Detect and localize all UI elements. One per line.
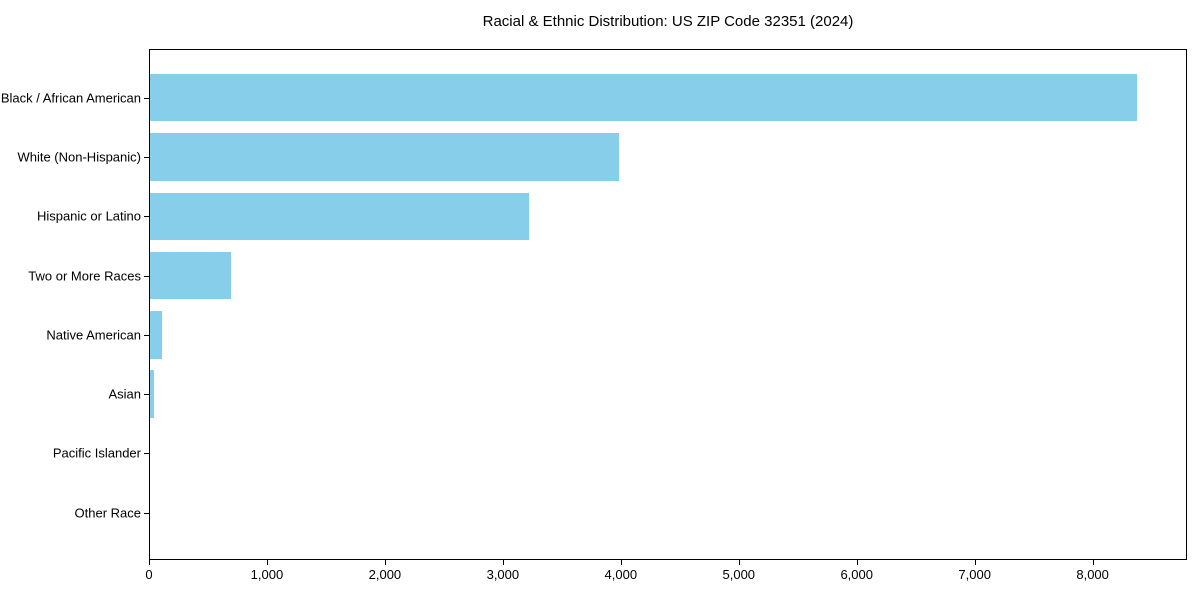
y-axis-label-1: White (Non-Hispanic) [17,149,141,165]
y-axis-label-0: Black / African American [0,90,141,106]
y-tick-mark-0 [144,97,149,99]
y-axis-label-5: Asian [108,386,141,402]
y-tick-mark-1 [144,156,149,158]
x-axis-label-8: 8,000 [1076,567,1109,582]
bar-4 [150,311,163,359]
y-tick-mark-3 [144,275,149,277]
x-axis-label-0: 0 [145,567,153,582]
bar-0 [150,73,1138,122]
chart-title: Racial & Ethnic Distribution: US ZIP Cod… [482,13,854,30]
y-axis-label-7: Other Race [74,505,141,521]
x-tick-mark-2 [384,560,386,565]
y-tick-mark-4 [144,334,149,336]
plot-area [149,49,1187,560]
x-axis-label-4: 4,000 [604,567,638,582]
x-axis-label-6: 6,000 [840,567,873,582]
bar-2 [150,192,529,241]
y-axis-label-4: Native American [46,327,141,343]
x-tick-mark-0 [149,560,150,565]
bar-1 [150,133,619,181]
y-axis-label-2: Hispanic or Latino [36,208,141,224]
y-axis-label-6: Pacific Islander [52,445,141,461]
x-tick-mark-5 [738,560,740,565]
bar-5 [150,370,155,418]
x-axis-label-7: 7,000 [958,567,991,582]
x-tick-mark-3 [502,560,504,565]
x-axis-label-3: 3,000 [486,567,520,582]
bar-3 [150,251,231,300]
y-tick-mark-2 [144,216,149,218]
x-axis-label-1: 1,000 [250,567,284,582]
x-tick-mark-6 [856,560,858,565]
y-tick-mark-5 [144,394,149,396]
x-axis-label-5: 5,000 [722,567,756,582]
x-tick-mark-4 [620,560,622,565]
x-axis-label-2: 2,000 [368,567,402,582]
x-tick-mark-8 [1092,560,1094,565]
y-tick-mark-6 [144,453,149,455]
y-axis-label-3: Two or More Races [28,268,141,284]
x-tick-mark-1 [266,560,268,565]
x-tick-mark-7 [974,560,976,565]
y-tick-mark-7 [144,512,149,514]
